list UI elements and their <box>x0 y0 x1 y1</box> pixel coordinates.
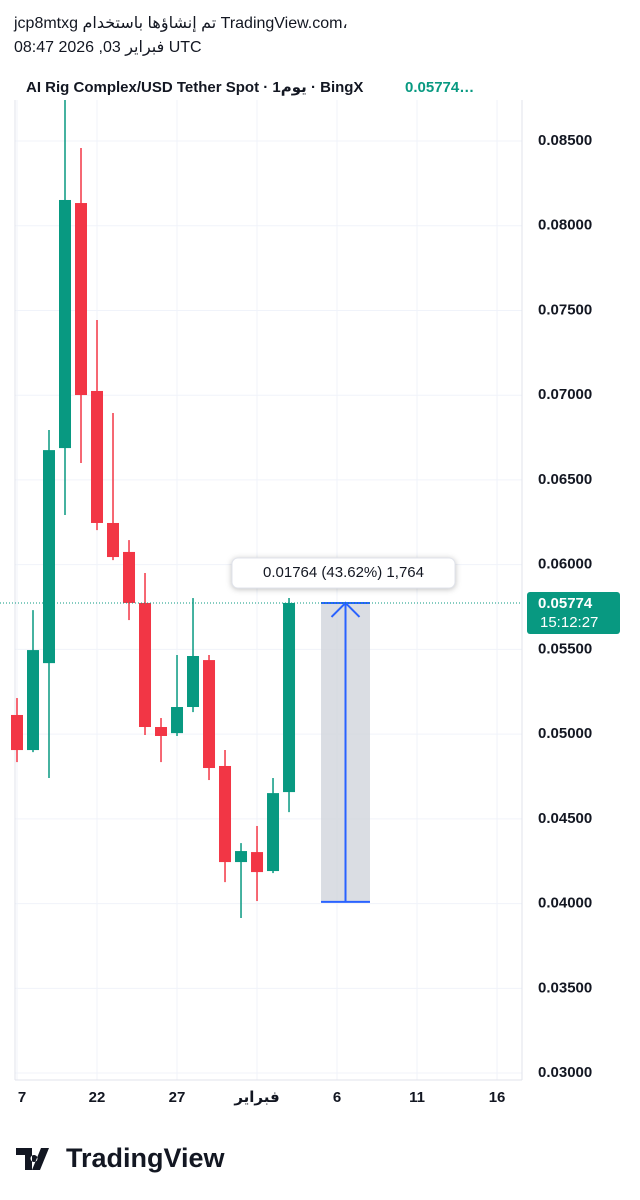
x-tick-label: 11 <box>409 1089 425 1106</box>
candle-body <box>91 390 104 523</box>
logo-icon <box>16 1148 49 1170</box>
logo: TradingView <box>16 1143 226 1173</box>
x-tick-label: 6 <box>333 1089 341 1106</box>
x-tick-label: 22 <box>89 1089 106 1106</box>
candle-body <box>59 199 72 449</box>
candle-body <box>11 714 24 751</box>
candle-body <box>27 650 40 751</box>
candle-body <box>251 852 264 873</box>
y-tick-label: 0.06500 <box>538 471 592 488</box>
candle-body <box>107 522 120 558</box>
y-tick-label: 0.08000 <box>538 217 592 234</box>
candle-body <box>203 660 216 769</box>
y-tick-label: 0.05500 <box>538 640 592 657</box>
y-tick-label: 0.03000 <box>538 1064 592 1081</box>
candle-body <box>219 765 232 863</box>
y-tick-label: 0.03500 <box>538 979 592 996</box>
measure-label-box <box>231 557 456 589</box>
header-line2: 08:47 2026 ,03 فبراير UTC <box>14 39 202 57</box>
candle-body <box>235 851 248 863</box>
y-tick-label: 0.08500 <box>538 132 592 149</box>
candle-body <box>155 727 168 736</box>
y-tick-label: 0.07500 <box>538 301 592 318</box>
y-tick-label: 0.04000 <box>538 895 592 912</box>
candle-body <box>75 203 88 396</box>
candle-body <box>187 656 200 708</box>
title-price: 0.05774… <box>405 79 474 96</box>
x-tick-label: 7 <box>18 1089 26 1106</box>
candle-body <box>139 602 152 728</box>
y-tick-label: 0.06000 <box>538 556 592 573</box>
last-price-box <box>527 591 620 634</box>
header-line1: jcp8mtxg تم إنشاؤها باستخدام TradingView… <box>13 15 348 33</box>
x-tick-label: 27 <box>169 1089 186 1106</box>
countdown: 15:12:27 <box>540 614 598 631</box>
measure-label: 0.01764 (43.62%) 1,764 <box>263 564 424 581</box>
last-price-label: 0.05774 <box>538 595 593 612</box>
candle-body <box>171 707 184 734</box>
x-tick-label: 16 <box>489 1089 506 1106</box>
candle-body <box>123 551 136 603</box>
y-tick-label: 0.05000 <box>538 725 592 742</box>
candle-body <box>43 450 56 664</box>
chart-title: AI Rig Complex/USD Tether Spot · 1يوم · … <box>26 79 363 96</box>
y-tick-label: 0.07000 <box>538 386 592 403</box>
y-tick-label: 0.04500 <box>538 810 592 827</box>
candle-body <box>267 793 280 872</box>
x-tick-label: فبراير <box>233 1089 279 1106</box>
candle-body <box>283 602 296 793</box>
brand: TradingView <box>66 1143 226 1173</box>
